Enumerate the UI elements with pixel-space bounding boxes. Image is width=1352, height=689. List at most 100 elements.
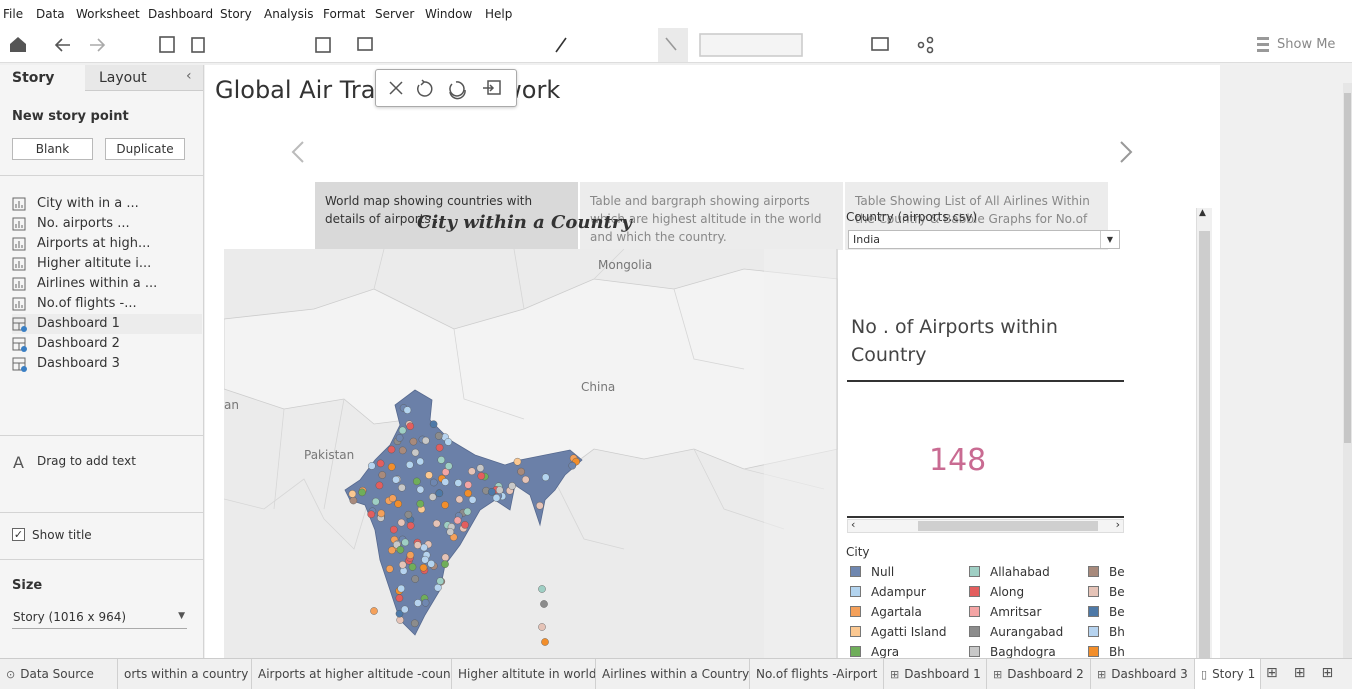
legend-label: Along (990, 585, 1025, 599)
legend-item[interactable]: Null (850, 562, 965, 582)
show-title-checkbox[interactable]: ✓ (12, 528, 25, 541)
next-point-arrow[interactable] (1113, 137, 1143, 167)
sheet-tab[interactable]: orts within a country (118, 659, 252, 689)
airport-dot (517, 467, 525, 476)
airport-dot (396, 616, 404, 624)
sheet-tab[interactable]: ▯ Story 1 (1195, 659, 1261, 689)
airport-dot (463, 507, 472, 516)
sheet-label: City with in a ... (37, 196, 139, 211)
new-sheet-buttons[interactable]: ⊞⊞⊞ (1266, 665, 1350, 681)
menu-item[interactable]: Analysis (264, 7, 314, 21)
story-point[interactable]: Table and bargraph showing airports whic… (580, 182, 843, 250)
airport-dot (406, 422, 414, 430)
airport-dot (392, 475, 400, 484)
story-sheet-item[interactable]: Airlines within a ... (12, 274, 202, 294)
airport-dot (434, 432, 443, 440)
icon-bars (15, 301, 23, 308)
legend-item[interactable]: Amritsar (969, 602, 1084, 622)
legend-swatch (1088, 646, 1099, 657)
menu-item[interactable]: Dashboard (148, 7, 214, 21)
story-sheet-item[interactable]: Dashboard 3 (12, 354, 202, 374)
airport-dot (429, 478, 438, 487)
legend-item[interactable]: Agra (850, 642, 965, 658)
filter-value: India (853, 233, 880, 246)
menu-item[interactable]: Server (375, 7, 415, 21)
sheet-tab[interactable]: Airlines within a Country (596, 659, 750, 689)
menu-item[interactable]: Window (425, 7, 473, 21)
sheet-label: Dashboard 1 (37, 316, 120, 331)
legend-item[interactable]: Bh (1088, 642, 1125, 658)
sheet-tab[interactable]: No.of flights -Airport (750, 659, 884, 689)
sheet-tab[interactable]: ⊞ Dashboard 1 (884, 659, 987, 689)
sheet-tab[interactable]: ⊙ Data Source (0, 659, 118, 689)
drag-text-object[interactable]: Drag to add text (37, 454, 136, 468)
airport-dot (432, 519, 441, 528)
story-sheet-item[interactable]: City with in a ... (12, 194, 202, 214)
icon-frame (12, 237, 26, 251)
airport-dot (428, 493, 437, 501)
airport-dot (358, 488, 366, 497)
legend-swatch (850, 626, 861, 637)
menu-item[interactable]: Story (220, 7, 252, 21)
tab-label: Airlines within a Country (602, 667, 750, 681)
legend-item[interactable]: Agatti Island (850, 622, 965, 642)
legend-item[interactable]: Along (969, 582, 1084, 602)
legend-item[interactable]: Bh (1088, 622, 1125, 642)
legend-item[interactable]: Aurangabad (969, 622, 1084, 642)
sheet-tab[interactable]: ⊞ Dashboard 2 (987, 659, 1091, 689)
menu-item[interactable]: Worksheet (76, 7, 140, 21)
airport-dot (455, 495, 464, 504)
menu-item[interactable]: Format (323, 7, 366, 21)
airport-dot (453, 516, 462, 525)
story-sheet-item[interactable]: No.of flights -... (12, 294, 202, 314)
city-legend: Null Adampur Agartala Agatti Island Agra Alla… (850, 562, 1125, 658)
horizontal-scrollbar[interactable]: ‹ › (847, 518, 1124, 533)
layout-tab[interactable]: Layout (99, 70, 147, 86)
legend-item[interactable]: Adampur (850, 582, 965, 602)
story-tab[interactable]: Story (12, 70, 55, 86)
story-sheet-item[interactable]: Airports at high... (12, 234, 202, 254)
menu-item[interactable]: Help (485, 7, 513, 21)
legend-item[interactable]: Agartala (850, 602, 965, 622)
blank-button[interactable]: Blank (12, 138, 93, 160)
story-sheet-item[interactable]: Dashboard 1 (12, 314, 202, 334)
story-sheet-item[interactable]: Dashboard 2 (12, 334, 202, 354)
story-sheet-item[interactable]: No. airports ... (12, 214, 202, 234)
sheet-tab[interactable]: Airports at higher altitude -coun... (252, 659, 452, 689)
tab-label: Dashboard 1 (904, 667, 981, 681)
airport-dot (367, 510, 375, 519)
story-point[interactable]: World map showing countries with details… (315, 182, 578, 250)
airport-dot (468, 467, 476, 476)
legend-item[interactable]: Be (1088, 582, 1125, 602)
story-sheet-item[interactable]: Higher altitute i... (12, 254, 202, 274)
legend-item[interactable]: Be (1088, 562, 1125, 582)
legend-swatch (969, 626, 980, 637)
size-dropdown[interactable]: Story (1016 x 964) ▼ (12, 608, 187, 629)
dashboard-title: City within a Country (417, 212, 632, 233)
sheet-icon (12, 277, 26, 291)
airport-dot (441, 553, 450, 562)
story-panel: Story Layout ‹ New story point Blank Dup… (0, 65, 204, 658)
collapse-icon[interactable]: ‹ (186, 68, 192, 84)
airport-dot (404, 510, 413, 519)
airport-dot (421, 555, 429, 564)
country-filter-dropdown[interactable]: India ▼ (848, 230, 1120, 249)
sheet-tab[interactable]: ⊞ Dashboard 3 (1091, 659, 1195, 689)
sheet-tab[interactable]: Higher altitute in world (452, 659, 596, 689)
previous-point-arrow[interactable] (285, 137, 315, 167)
airport-dot (376, 459, 385, 468)
menu-item[interactable]: Data (36, 7, 65, 21)
legend-item[interactable]: Be (1088, 602, 1125, 622)
menu-item[interactable]: File (3, 7, 24, 21)
dropdown-arrow: ▼ (178, 611, 185, 621)
vertical-scrollbar[interactable]: ▲ (1196, 208, 1212, 658)
legend-item[interactable]: Allahabad (969, 562, 1084, 582)
airport-dot (398, 426, 407, 435)
toolbar-icons (10, 28, 1269, 62)
show-me-button[interactable]: Show Me (1277, 37, 1336, 52)
legend-swatch (850, 586, 861, 597)
legend-item[interactable]: Baghdogra (969, 642, 1084, 658)
legend-title: City (846, 545, 870, 559)
legend-label: Null (871, 565, 895, 579)
duplicate-button[interactable]: Duplicate (105, 138, 185, 160)
